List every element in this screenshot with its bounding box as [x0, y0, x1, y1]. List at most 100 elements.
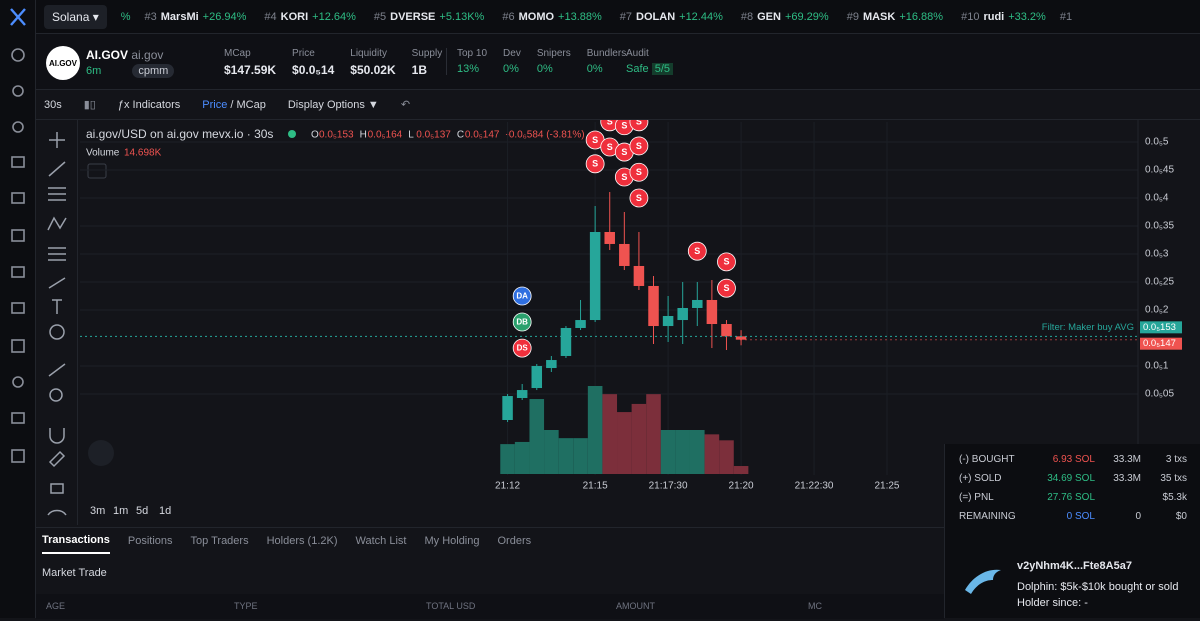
x-tick-label: 21:20	[729, 481, 754, 492]
change: +16.88%	[899, 10, 944, 23]
column-header: AGE	[46, 601, 66, 611]
ticker-item[interactable]: #10 rudi +33.2%	[961, 11, 1046, 23]
interval[interactable]: 30s	[44, 98, 62, 111]
summary-cell: (=) PNL	[959, 492, 994, 503]
candle-body	[604, 231, 615, 244]
stat-label: Bundlers	[586, 48, 627, 59]
ticker-item[interactable]: #8 GEN +69.29%	[741, 11, 829, 23]
volume-bar	[514, 441, 530, 474]
price-line-caption: Filter: Maker buy AVG	[1042, 322, 1134, 333]
ticker-item[interactable]: #3 MarsMi +26.94%	[145, 11, 247, 23]
volume-label: Volume	[86, 148, 120, 159]
sidebar	[0, 0, 36, 618]
range-button[interactable]: 5d	[136, 505, 148, 517]
audit-score: 5/5	[651, 63, 673, 75]
chart-type-icon[interactable]: ▮▯	[83, 99, 96, 111]
ohlc-value: 0.0₅147	[465, 130, 500, 141]
candle-body	[662, 316, 674, 327]
volume-bar	[587, 386, 603, 474]
ohlc-key: O	[311, 130, 319, 141]
range-button[interactable]: 1m	[113, 505, 128, 517]
price-tag-label: 0.0₅153	[1143, 322, 1176, 333]
range-button[interactable]: 3m	[90, 505, 105, 517]
ticker-bar: Solana ▾ % #3 MarsMi +26.94% #4 KORI +12.64% #…	[36, 0, 1200, 34]
y-tick-label: 0.0₅25	[1145, 277, 1174, 288]
change: +5.13K%	[439, 10, 485, 23]
wallet-address[interactable]: v2yNhm4K...Fte8A5a7	[1017, 560, 1132, 572]
candle-body	[735, 336, 747, 340]
change: +26.94%	[202, 10, 247, 23]
stat-value: 13%	[457, 63, 480, 75]
tab[interactable]: My Holding	[424, 535, 480, 547]
candle-body	[502, 396, 513, 421]
display-label: Display Options	[287, 98, 365, 111]
candle-body	[575, 320, 586, 328]
volume-bar	[500, 444, 515, 474]
subtab[interactable]: Market Trade	[42, 567, 107, 579]
ticker-item[interactable]: #6 MOMO +13.88%	[502, 11, 601, 23]
tab[interactable]: Holders (1.2K)	[266, 535, 338, 547]
volume-bar	[602, 394, 618, 474]
stat-label: MCap	[224, 48, 251, 59]
trade-marker	[629, 188, 649, 208]
range-button[interactable]: 1d	[159, 505, 171, 517]
audit-value: Safe	[626, 63, 649, 75]
candle-body	[589, 231, 601, 321]
change: +13.88%	[558, 10, 602, 23]
display-options[interactable]: Display Options ▼	[287, 98, 379, 111]
token-header: AI.GOV AI.GOV ai.gov 6m cpmm MCap $147.59…	[36, 34, 1200, 90]
trade-marker-label: S	[636, 193, 642, 203]
tab[interactable]: Top Traders	[190, 535, 249, 547]
x-tick-label: 21:17:30	[649, 481, 688, 492]
name: MOMO	[518, 10, 555, 23]
stat-value: $50.02K	[350, 63, 396, 77]
volume-bar	[675, 430, 690, 474]
candle-body	[677, 307, 688, 321]
candle-body	[721, 324, 732, 337]
tab[interactable]: Positions	[127, 535, 173, 547]
ticker-item[interactable]: #5 DVERSE +5.13K%	[374, 11, 484, 23]
rank: #6	[502, 10, 515, 23]
candle-body	[648, 285, 659, 327]
price-toggle[interactable]: Price	[202, 98, 228, 111]
collapse-button[interactable]	[87, 163, 107, 179]
trade-marker-label: S	[723, 257, 729, 267]
undo[interactable]: ↶	[400, 99, 411, 111]
trade-marker	[512, 286, 532, 306]
trade-marker	[687, 241, 707, 261]
audit-label: Audit	[626, 48, 649, 59]
y-tick-label: 0.0₅3	[1145, 249, 1169, 260]
volume-bar	[617, 412, 632, 474]
ohlc-key: L	[408, 130, 414, 141]
summary-cell: 34.69 SOL	[1047, 473, 1095, 484]
trade-marker-label: S	[592, 159, 598, 169]
tab[interactable]: Watch List	[355, 535, 407, 547]
trade-marker-label: DB	[516, 318, 528, 327]
trade-marker	[585, 154, 605, 174]
ticker-item[interactable]: #7 DOLAN +12.44%	[620, 11, 723, 23]
stat-label: Top 10	[457, 48, 488, 59]
ohlc-key: C	[457, 130, 464, 141]
ticker-item[interactable]: #9 MASK +16.88%	[847, 11, 943, 23]
network-select[interactable]: Solana ▾	[44, 4, 107, 29]
rank: #9	[846, 10, 859, 23]
ticker-item[interactable]: #4 KORI +12.64%	[264, 11, 355, 23]
summary-cell: 6.93 SOL	[1052, 454, 1095, 465]
stat-value: 1B	[411, 63, 427, 77]
change: +12.64%	[312, 10, 356, 23]
indicators-button[interactable]: ƒx Indicators	[117, 98, 181, 111]
rank: #5	[373, 10, 387, 23]
tab[interactable]: Orders	[497, 535, 532, 547]
candle-body	[692, 299, 703, 308]
stats: MCap $147.59K Price $0.0₅14 Liquidity $50.02K…	[224, 48, 442, 77]
volume-bar	[573, 438, 588, 474]
summary-cell: 0	[1135, 511, 1141, 522]
tab[interactable]: Transactions	[42, 528, 110, 554]
mcap-toggle[interactable]: MCap	[236, 98, 266, 111]
y-tick-label: 0.0₅2	[1145, 305, 1169, 316]
rank: #10	[961, 10, 980, 23]
trade-marker-label: S	[607, 142, 613, 152]
stat-label: Supply	[411, 48, 443, 59]
name: DOLAN	[636, 10, 676, 23]
stat-label: Dev	[503, 48, 521, 59]
